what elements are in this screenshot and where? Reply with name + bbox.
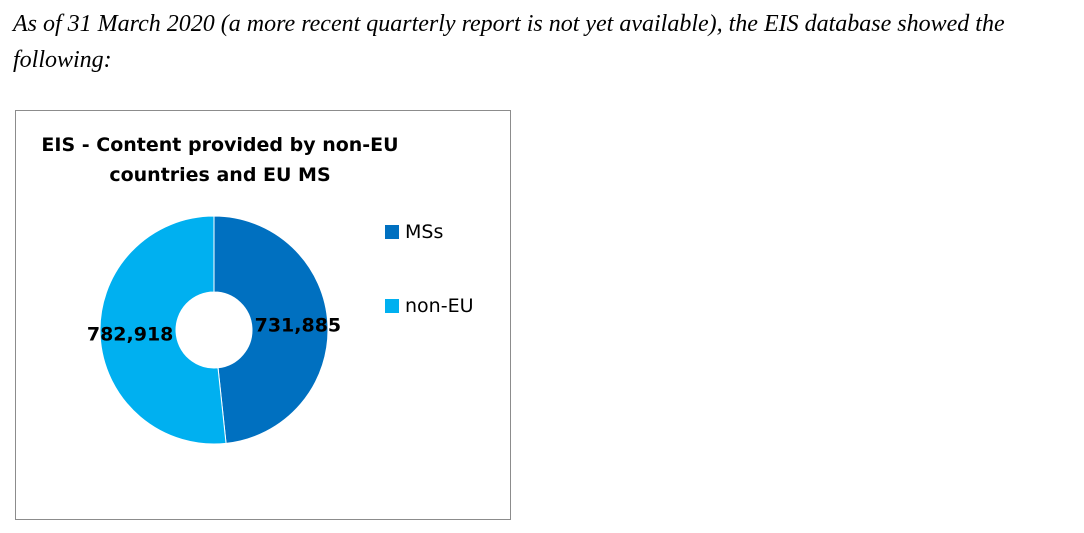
legend-swatch-non-eu — [385, 299, 399, 313]
data-label-non-eu: 782,918 — [87, 323, 174, 345]
legend-label-mss: MSs — [405, 221, 444, 243]
intro-paragraph: As of 31 March 2020 (a more recent quart… — [13, 11, 1005, 73]
legend-item-non-eu: non-EU — [385, 295, 473, 317]
legend-item-mss: MSs — [385, 221, 443, 243]
donut-slice-non-eu — [99, 215, 227, 445]
data-label-mss: 731,885 — [255, 315, 342, 337]
legend-swatch-mss — [385, 225, 399, 239]
chart-title: EIS - Content provided by non-EU countri… — [41, 134, 399, 186]
legend-label-non-eu: non-EU — [405, 295, 474, 317]
donut-slice-mss — [213, 215, 329, 444]
